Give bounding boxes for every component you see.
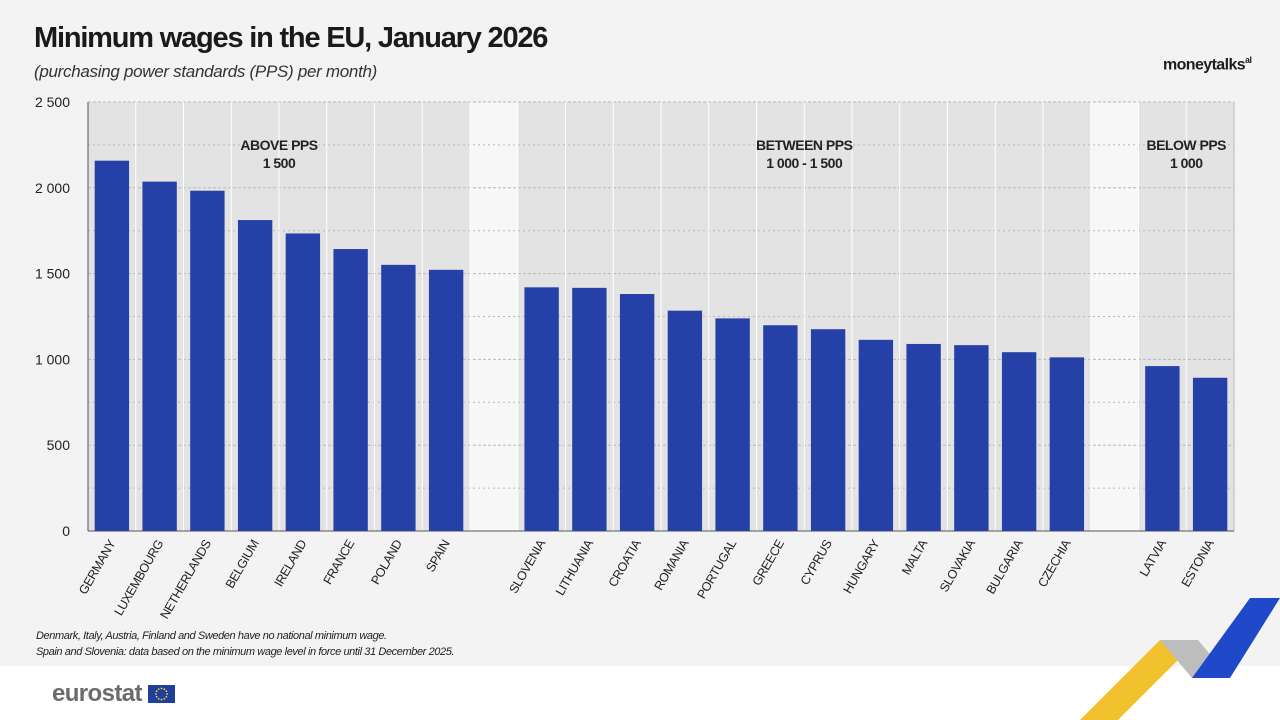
x-tick-label-netherlands: NETHERLANDS	[158, 537, 214, 621]
bar-poland	[381, 264, 416, 531]
bar-belgium	[237, 220, 273, 532]
x-tick-label-estonia: ESTONIA	[1179, 537, 1218, 590]
group-label-line1: BETWEEN PPS	[756, 137, 853, 153]
footnote-spain-slovenia: Spain and Slovenia: data based on the mi…	[36, 646, 455, 658]
y-tick-label: 0	[62, 523, 70, 539]
bar-luxembourg	[142, 181, 177, 531]
eu-flag-icon	[147, 685, 175, 703]
x-tick-label-malta: MALTA	[899, 537, 931, 578]
x-tick-label-luxembourg: LUXEMBOURG	[112, 538, 167, 619]
x-tick-label-poland: POLAND	[368, 537, 405, 587]
bar-portugal	[715, 318, 750, 531]
chart-title: Minimum wages in the EU, January 2026	[34, 22, 548, 54]
group-label-line2: 1 500	[263, 155, 296, 171]
bar-chart: 0 500 1 000 1 500 2 000 2 500 GERMANYLUXEMBOUR…	[35, 94, 1235, 621]
chart-subtitle: (purchasing power standards (PPS) per mo…	[34, 62, 378, 81]
footer-strip	[0, 666, 1280, 720]
bar-latvia	[1145, 366, 1180, 531]
yellow-stripe	[1080, 640, 1198, 720]
x-tick-label-spain: SPAIN	[423, 537, 453, 574]
x-tick-label-slovakia: SLOVAKIA	[937, 537, 979, 595]
x-tick-label-czechia: CZECHIA	[1035, 537, 1074, 590]
x-tick-label-greece: GREECE	[750, 537, 787, 588]
x-tick-label-france: FRANCE	[321, 537, 358, 586]
brand-logo: moneytalksal	[1163, 55, 1252, 74]
y-tick-label: 500	[47, 437, 71, 453]
bar-slovakia	[954, 345, 989, 531]
x-tick-label-cyprus: CYPRUS	[798, 537, 835, 587]
group-label-line1: BELOW PPS	[1146, 137, 1226, 153]
x-tick-label-lithuania: LITHUANIA	[553, 537, 597, 598]
eurostat-logo: eurostat	[52, 680, 175, 708]
x-tick-label-croatia: CROATIA	[606, 537, 645, 590]
eurostat-logo-text: eurostat	[52, 680, 142, 707]
y-tick-label: 1 500	[35, 266, 70, 282]
bar-hungary	[858, 339, 894, 531]
bar-romania	[667, 310, 703, 531]
footnote-no-minimum-wage: Denmark, Italy, Austria, Finland and Swe…	[36, 630, 387, 642]
bar-lithuania	[572, 287, 607, 531]
x-tick-label-portugal: PORTUGAL	[694, 537, 739, 601]
bar-netherlands	[190, 190, 225, 531]
x-tick-label-bulgaria: BULGARIA	[984, 537, 1027, 597]
blue-stripe	[1192, 598, 1280, 678]
group-label-line2: 1 000 - 1 500	[766, 155, 843, 171]
y-tick-label: 2 500	[35, 94, 70, 110]
brand-suffix: al	[1245, 55, 1252, 65]
x-tick-label-romania: ROMANIA	[652, 537, 692, 593]
bar-germany	[94, 160, 130, 531]
bar-greece	[763, 325, 798, 531]
bar-spain	[428, 269, 464, 531]
brand-name: moneytalks	[1163, 56, 1246, 74]
bar-croatia	[619, 294, 655, 531]
bar-france	[333, 249, 368, 531]
x-tick-label-hungary: HUNGARY	[841, 537, 883, 596]
group-label-line2: 1 000	[1170, 155, 1203, 171]
x-tick-label-belgium: BELGIUM	[223, 538, 262, 591]
y-tick-label: 1 000	[35, 351, 70, 367]
corner-decoration	[1080, 598, 1280, 720]
x-tick-label-slovenia: SLOVENIA	[506, 537, 548, 596]
x-tick-label-ireland: IRELAND	[272, 537, 310, 589]
group-label-line1: ABOVE PPS	[240, 137, 317, 153]
x-tick-label-germany: GERMANY	[76, 537, 119, 597]
bar-malta	[906, 343, 941, 531]
bar-estonia	[1192, 377, 1228, 531]
bar-bulgaria	[1001, 352, 1037, 531]
bar-ireland	[285, 233, 321, 531]
bar-czechia	[1049, 357, 1085, 531]
bar-cyprus	[810, 329, 846, 531]
y-tick-label: 2 000	[35, 180, 70, 196]
bar-slovenia	[524, 287, 559, 531]
x-tick-label-latvia: LATVIA	[1137, 537, 1170, 579]
